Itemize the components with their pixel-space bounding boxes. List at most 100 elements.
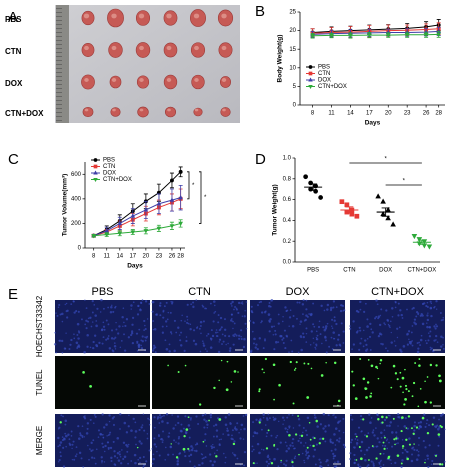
micrograph-background	[350, 356, 445, 409]
nucleus	[110, 460, 113, 463]
nucleus	[368, 335, 372, 338]
legend-label: PBS	[318, 65, 330, 71]
nucleus	[379, 460, 382, 463]
nucleus	[332, 306, 335, 309]
nucleus	[426, 419, 429, 422]
nucleus	[224, 416, 227, 419]
nucleus	[202, 457, 205, 459]
micrograph	[55, 356, 150, 409]
nucleus	[241, 303, 244, 305]
nucleus	[68, 348, 71, 351]
tumor	[190, 42, 206, 58]
apoptotic-cell	[261, 368, 264, 371]
nucleus	[171, 414, 173, 416]
nucleus	[60, 414, 63, 417]
marker	[354, 213, 360, 219]
nucleus	[297, 439, 300, 442]
nucleus	[288, 425, 291, 428]
nucleus	[119, 413, 122, 416]
nucleus	[113, 455, 117, 458]
nucleus	[58, 458, 61, 462]
nucleus	[65, 445, 67, 448]
nucleus	[333, 337, 336, 340]
nucleus	[136, 342, 139, 344]
nucleus	[273, 457, 276, 461]
nucleus	[213, 300, 216, 303]
nucleus	[299, 434, 301, 437]
nucleus	[224, 423, 228, 427]
nucleus	[107, 306, 110, 309]
nucleus	[351, 348, 353, 350]
nucleus	[209, 302, 212, 305]
nucleus	[425, 340, 427, 342]
nucleus	[61, 439, 64, 442]
nucleus	[172, 453, 174, 456]
error-bar	[381, 207, 390, 217]
nucleus	[364, 339, 367, 342]
nucleus	[428, 424, 431, 427]
micrograph	[152, 356, 247, 409]
nucleus	[315, 443, 318, 446]
nucleus	[175, 331, 178, 334]
nucleus	[157, 434, 161, 438]
nucleus	[332, 455, 335, 458]
nucleus	[266, 431, 269, 434]
nucleus	[258, 337, 261, 340]
y-tick-label: 400	[71, 196, 82, 202]
nucleus	[138, 428, 141, 432]
nucleus	[327, 424, 331, 427]
nucleus	[176, 460, 180, 463]
nucleus	[283, 419, 285, 421]
nucleus	[151, 349, 155, 352]
nucleus	[424, 446, 427, 449]
nucleus	[140, 344, 143, 347]
nucleus	[68, 438, 71, 441]
nucleus	[288, 413, 290, 416]
nucleus	[114, 464, 117, 466]
nucleus	[371, 331, 374, 334]
nucleus	[319, 333, 322, 335]
nucleus	[394, 461, 397, 465]
nucleus	[444, 460, 446, 463]
micrograph-background	[55, 300, 150, 353]
nucleus	[144, 324, 146, 327]
nucleus	[155, 445, 158, 448]
nucleus	[251, 445, 254, 448]
series-line	[93, 171, 182, 237]
nucleus	[364, 459, 367, 462]
nucleus	[231, 434, 233, 437]
tumor	[164, 106, 177, 118]
nucleus	[404, 416, 407, 420]
nucleus	[70, 338, 73, 342]
nucleus	[170, 333, 173, 335]
nucleus	[233, 453, 235, 456]
apoptotic-cell	[315, 419, 318, 423]
apoptotic-cell	[375, 365, 378, 369]
nucleus	[156, 450, 158, 453]
nucleus	[167, 453, 170, 456]
nucleus	[232, 327, 234, 330]
nucleus	[121, 315, 124, 319]
nucleus	[148, 449, 151, 452]
nucleus	[130, 460, 133, 462]
nucleus	[433, 306, 436, 309]
nucleus	[388, 424, 391, 428]
nucleus	[226, 429, 229, 432]
apoptotic-cell	[419, 387, 422, 390]
nucleus	[389, 320, 392, 323]
nucleus	[269, 461, 272, 463]
apoptotic-cell	[333, 361, 337, 365]
nucleus	[109, 431, 112, 434]
nucleus	[332, 457, 335, 460]
nucleus	[231, 300, 234, 304]
marker	[411, 234, 418, 240]
nucleus	[268, 304, 271, 308]
nucleus	[277, 341, 280, 343]
nucleus	[395, 435, 398, 438]
marker	[344, 202, 350, 208]
nucleus	[372, 462, 375, 466]
apoptotic-cell	[429, 363, 433, 367]
nucleus	[363, 329, 365, 332]
nucleus	[213, 460, 216, 464]
x-tick-label: 26	[169, 254, 176, 260]
